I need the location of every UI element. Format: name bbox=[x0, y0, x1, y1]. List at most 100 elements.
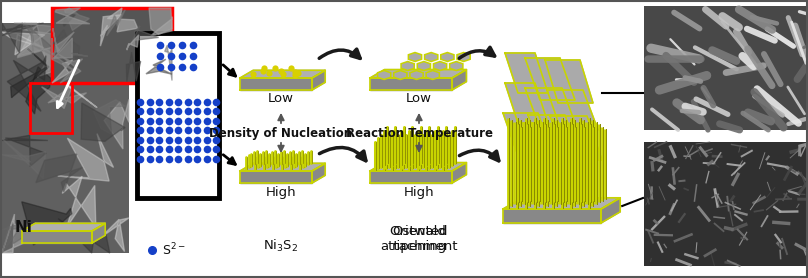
Polygon shape bbox=[62, 176, 96, 228]
Polygon shape bbox=[81, 103, 125, 141]
Polygon shape bbox=[2, 214, 31, 253]
Polygon shape bbox=[449, 61, 463, 71]
Polygon shape bbox=[547, 90, 598, 130]
Polygon shape bbox=[312, 70, 325, 90]
Polygon shape bbox=[370, 163, 466, 171]
Polygon shape bbox=[151, 17, 172, 36]
Polygon shape bbox=[7, 56, 46, 111]
Polygon shape bbox=[58, 54, 82, 83]
Text: Low: Low bbox=[406, 92, 432, 105]
Polygon shape bbox=[24, 23, 73, 65]
Text: Ni: Ni bbox=[15, 220, 33, 235]
Polygon shape bbox=[22, 223, 105, 231]
Polygon shape bbox=[370, 171, 452, 183]
Polygon shape bbox=[370, 70, 466, 78]
Polygon shape bbox=[377, 71, 391, 80]
Polygon shape bbox=[58, 134, 114, 181]
Polygon shape bbox=[457, 53, 470, 61]
Polygon shape bbox=[503, 113, 552, 153]
Polygon shape bbox=[41, 85, 86, 108]
Polygon shape bbox=[11, 49, 49, 98]
Polygon shape bbox=[410, 71, 423, 80]
Polygon shape bbox=[149, 8, 172, 34]
Text: S$^{2-}$: S$^{2-}$ bbox=[162, 242, 186, 258]
Text: High: High bbox=[266, 186, 297, 199]
Bar bbox=[644, 6, 806, 130]
Polygon shape bbox=[505, 53, 548, 93]
Polygon shape bbox=[601, 198, 621, 223]
Polygon shape bbox=[52, 38, 72, 60]
Polygon shape bbox=[94, 100, 125, 135]
Text: High: High bbox=[404, 186, 435, 199]
Polygon shape bbox=[100, 15, 122, 46]
Text: Oriented
attachment: Oriented attachment bbox=[381, 225, 458, 253]
Polygon shape bbox=[55, 8, 90, 24]
Polygon shape bbox=[52, 29, 79, 63]
Polygon shape bbox=[107, 10, 125, 36]
Polygon shape bbox=[165, 45, 172, 81]
Text: Reaction Temperature: Reaction Temperature bbox=[346, 126, 493, 140]
Bar bbox=[2, 23, 129, 253]
Polygon shape bbox=[22, 231, 92, 243]
Polygon shape bbox=[417, 61, 431, 71]
Polygon shape bbox=[72, 53, 88, 56]
Polygon shape bbox=[401, 61, 415, 71]
Polygon shape bbox=[433, 61, 447, 71]
Polygon shape bbox=[525, 88, 577, 128]
Polygon shape bbox=[52, 45, 76, 71]
Bar bbox=[30, 83, 72, 133]
Polygon shape bbox=[312, 163, 325, 183]
Polygon shape bbox=[393, 71, 407, 80]
Polygon shape bbox=[26, 67, 51, 114]
Polygon shape bbox=[107, 8, 137, 32]
Polygon shape bbox=[127, 35, 139, 50]
Polygon shape bbox=[14, 23, 61, 71]
Polygon shape bbox=[240, 163, 325, 171]
Polygon shape bbox=[2, 222, 39, 253]
Polygon shape bbox=[441, 53, 454, 61]
Polygon shape bbox=[100, 218, 129, 252]
Polygon shape bbox=[424, 53, 438, 61]
Polygon shape bbox=[505, 83, 548, 123]
Polygon shape bbox=[146, 59, 172, 74]
Polygon shape bbox=[525, 58, 575, 100]
Polygon shape bbox=[32, 43, 70, 77]
Bar bbox=[644, 142, 806, 266]
Polygon shape bbox=[240, 70, 325, 78]
Polygon shape bbox=[426, 71, 440, 80]
Text: Ostwald
ripening: Ostwald ripening bbox=[391, 225, 447, 253]
Text: Low: Low bbox=[268, 92, 294, 105]
Polygon shape bbox=[528, 115, 580, 158]
Bar bbox=[52, 8, 172, 83]
Polygon shape bbox=[65, 8, 90, 30]
Polygon shape bbox=[22, 202, 72, 245]
Polygon shape bbox=[64, 14, 75, 26]
Polygon shape bbox=[503, 198, 621, 209]
Polygon shape bbox=[240, 78, 312, 90]
Polygon shape bbox=[2, 138, 45, 179]
Polygon shape bbox=[82, 31, 127, 79]
Polygon shape bbox=[2, 135, 48, 167]
Text: Density of Nucleation: Density of Nucleation bbox=[209, 126, 352, 140]
Polygon shape bbox=[408, 53, 422, 61]
Text: Ni$_3$S$_2$: Ni$_3$S$_2$ bbox=[263, 238, 299, 254]
Polygon shape bbox=[452, 163, 466, 183]
Polygon shape bbox=[58, 219, 110, 253]
Polygon shape bbox=[104, 99, 129, 149]
Polygon shape bbox=[550, 116, 602, 160]
Polygon shape bbox=[133, 26, 158, 41]
Polygon shape bbox=[545, 60, 593, 103]
Polygon shape bbox=[240, 171, 312, 183]
Polygon shape bbox=[2, 32, 44, 55]
Polygon shape bbox=[53, 28, 74, 53]
Polygon shape bbox=[36, 154, 82, 192]
Polygon shape bbox=[17, 23, 54, 58]
Polygon shape bbox=[92, 223, 105, 243]
Polygon shape bbox=[52, 60, 74, 83]
Polygon shape bbox=[126, 52, 141, 82]
Polygon shape bbox=[370, 78, 452, 90]
Polygon shape bbox=[503, 209, 601, 223]
Polygon shape bbox=[2, 23, 44, 53]
Bar bbox=[137, 33, 219, 198]
Polygon shape bbox=[55, 75, 97, 108]
